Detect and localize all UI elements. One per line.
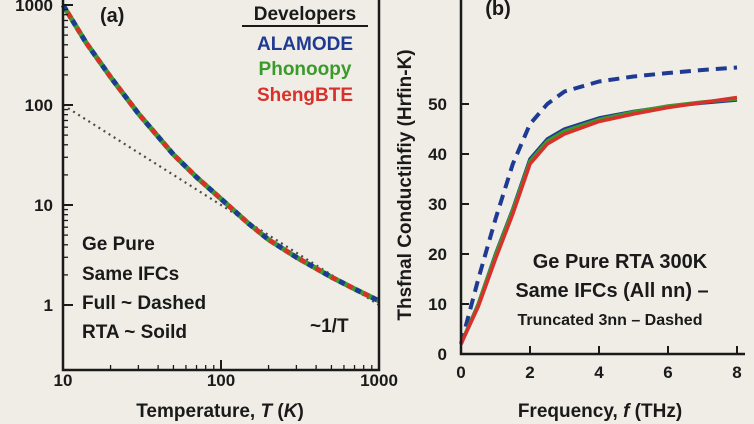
annotation-a-line1: Ge Pure xyxy=(82,234,155,255)
series-line-b-shengbte xyxy=(459,95,738,345)
legend-entry-phonoopy: Phonoopy xyxy=(259,59,352,80)
legend-entry-shengbte: ShengBTE xyxy=(257,85,353,106)
panel-b-series xyxy=(459,65,738,345)
panel-b-ylabel: Thsfnal Conductihfiy (Hrfin-K) xyxy=(395,49,416,320)
series-line-reference xyxy=(62,104,380,306)
panel-b: (b) 0 10 20 30 40 50 0 2 4 6 8 Thsfnal Conductihfi… xyxy=(395,0,745,422)
ytick-label-b-40: 40 xyxy=(428,145,447,164)
annotation-b-line3: Truncated 3nn – Dashed xyxy=(518,312,703,329)
xtick-label-b-4: 4 xyxy=(594,363,604,382)
legend: Developers ALAMODE Phonoopy ShengBTE xyxy=(242,4,368,106)
xtick-label-b-0: 0 xyxy=(456,363,465,382)
legend-entry-alamode: ALAMODE xyxy=(257,34,353,55)
annotation-a-line2: Same IFCs xyxy=(82,264,179,285)
xtick-label-a-1000: 1000 xyxy=(360,371,398,390)
panel-a-xlabel: Temperature, T (K) xyxy=(136,401,304,422)
panel-a-series xyxy=(60,3,381,306)
xtick-label-b-2: 2 xyxy=(525,363,534,382)
series-line-b-alamode xyxy=(459,98,738,345)
ytick-label-b-0: 0 xyxy=(438,345,447,364)
annotation-b-line2: Same IFCs (All nn) – xyxy=(515,280,708,302)
ytick-label-b-20: 20 xyxy=(428,245,447,264)
ytick-label-a-10: 10 xyxy=(34,196,53,215)
xtick-label-b-6: 6 xyxy=(663,363,672,382)
panel-b-label: (b) xyxy=(485,0,511,20)
legend-title: Developers xyxy=(254,4,356,25)
ytick-label-b-50: 50 xyxy=(428,95,447,114)
annotation-a-reference: ~1/T xyxy=(310,316,349,337)
ytick-label-a-1000: 1000 xyxy=(15,0,53,15)
ytick-label-a-1: 1 xyxy=(44,296,53,315)
annotation-a-line4: RTA ~ Soild xyxy=(82,322,187,343)
panel-a: (a) 1 10 100 1000 10 100 1000 Developers ALAMO… xyxy=(15,0,398,422)
ytick-label-b-30: 30 xyxy=(428,195,447,214)
panel-a-label: (a) xyxy=(100,5,124,27)
ytick-label-b-10: 10 xyxy=(428,295,447,314)
panel-b-ticks: 0 10 20 30 40 50 0 2 4 6 8 xyxy=(428,95,742,382)
annotation-a-line3: Full ~ Dashed xyxy=(82,293,206,314)
series-line-b-phonoopy xyxy=(459,97,738,345)
panel-a-ticks: 1 10 100 1000 10 100 1000 xyxy=(15,0,398,390)
ytick-label-a-100: 100 xyxy=(25,96,53,115)
panel-b-xlabel: Frequency, f (THz) xyxy=(518,401,682,422)
xtick-label-a-10: 10 xyxy=(54,371,73,390)
series-line-shengbte xyxy=(60,3,381,304)
panel-a-frame xyxy=(61,0,381,372)
series-line-b-truncated-3nn-dashed xyxy=(459,65,738,345)
xtick-label-a-100: 100 xyxy=(207,371,235,390)
xtick-label-b-8: 8 xyxy=(732,363,741,382)
annotation-b-line1: Ge Pure RTA 300K xyxy=(533,251,708,273)
